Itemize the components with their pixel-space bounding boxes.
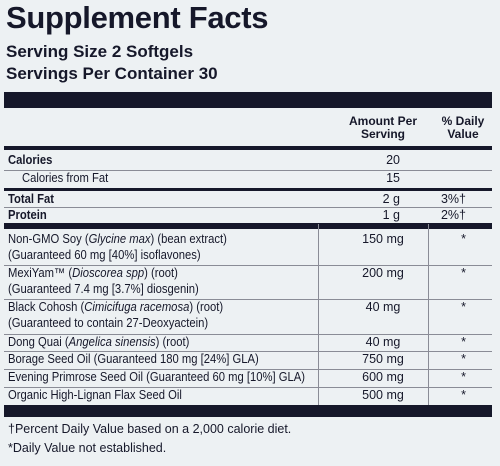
ingredient-name: Non-GMO Soy (Glycine max) (bean extract) <box>8 231 227 248</box>
daily-value: 3%† <box>440 192 466 206</box>
bottom-rule <box>4 405 492 417</box>
name-text: Borage Seed Oil (Guaranteed 180 mg [24%]… <box>8 352 259 366</box>
header-rule <box>4 146 492 150</box>
ingredient-name: Organic High-Lignan Flax Seed Oil <box>8 387 182 404</box>
row-rule <box>4 351 492 352</box>
amount-header: Amount Per Serving <box>348 114 417 141</box>
footnote: †Percent Daily Value based on a 2,000 ca… <box>8 422 292 436</box>
serving-size: Serving Size 2 Softgels <box>6 42 194 61</box>
ingredient-name: Black Cohosh (Cimicifuga racemosa) (root… <box>8 299 223 316</box>
daily-value: * <box>461 300 466 314</box>
amount: 500 mg <box>362 388 404 402</box>
title: Supplement Facts <box>6 0 269 35</box>
name-text: Black Cohosh ( <box>8 300 85 314</box>
amount: 150 mg <box>362 232 404 246</box>
ingredient-name: (Guaranteed 60 mg [40%] isoflavones) <box>8 247 201 264</box>
name-text: ) (root) <box>144 266 178 280</box>
ingredient-name: Calories from Fat <box>22 170 108 187</box>
ingredient-name: Protein <box>8 207 47 224</box>
daily-value: * <box>461 370 466 384</box>
name-text: Organic High-Lignan Flax Seed Oil <box>8 388 182 402</box>
row-rule <box>4 265 492 266</box>
name-text: Total Fat <box>8 192 55 206</box>
ingredient-name: Dong Quai (Angelica sinensis) (root) <box>8 334 189 351</box>
amount: 200 mg <box>362 266 404 280</box>
amount: 20 <box>386 153 400 167</box>
daily-value-header: % Daily Value <box>441 114 485 141</box>
name-text: MexiYam™ ( <box>8 266 73 280</box>
daily-value: 2%† <box>440 208 466 222</box>
name-text: Protein <box>8 208 47 222</box>
latin-name: Angelica sinensis <box>68 335 156 349</box>
row-rule <box>4 369 492 370</box>
latin-name: Dioscorea spp <box>72 266 145 280</box>
name-text: Evening Primrose Seed Oil (Guaranteed 60… <box>8 370 306 384</box>
name-text: ) (root) <box>155 335 190 349</box>
ingredient-name: Total Fat <box>8 191 54 208</box>
name-text: (Guaranteed 7.4 mg [3.7%] diosgenin) <box>8 282 199 296</box>
name-text: ) (bean extract) <box>150 232 227 246</box>
name-text: ) (root) <box>189 300 224 314</box>
name-text: (Guaranteed 60 mg [40%] isoflavones) <box>8 248 201 262</box>
footnote: *Daily Value not established. <box>8 441 167 455</box>
daily-value: * <box>461 352 466 366</box>
column-rule <box>428 224 429 405</box>
daily-value: * <box>461 388 466 402</box>
ingredient-name: (Guaranteed 7.4 mg [3.7%] diosgenin) <box>8 281 199 298</box>
row-rule <box>4 207 492 208</box>
daily-value: * <box>461 335 466 349</box>
row-rule <box>4 387 492 388</box>
row-rule <box>4 334 492 335</box>
row-rule <box>4 188 492 191</box>
ingredient-name: (Guaranteed to contain 27-Deoxyactein) <box>8 315 208 332</box>
row-rule <box>4 223 492 229</box>
name-text: Dong Quai ( <box>8 335 69 349</box>
name-text: Non-GMO Soy ( <box>8 232 89 246</box>
daily-value: * <box>461 232 466 246</box>
column-rule <box>318 224 319 405</box>
ingredient-name: Calories <box>8 152 52 169</box>
row-rule <box>4 170 492 171</box>
name-text: (Guaranteed to contain 27-Deoxyactein) <box>8 316 209 330</box>
amount: 600 mg <box>362 370 404 384</box>
name-text: Calories from Fat <box>22 171 109 185</box>
amount: 1 g <box>382 208 400 222</box>
amount: 15 <box>386 171 400 185</box>
thick-rule <box>4 92 492 108</box>
name-text: Calories <box>8 153 53 167</box>
servings-per-container: Servings Per Container 30 <box>6 64 218 83</box>
amount: 40 mg <box>365 300 401 314</box>
latin-name: Cimicifuga racemosa <box>84 300 190 314</box>
row-rule <box>4 299 492 300</box>
ingredient-name: Borage Seed Oil (Guaranteed 180 mg [24%]… <box>8 351 259 368</box>
amount: 2 g <box>382 192 400 206</box>
latin-name: Glycine max <box>88 232 151 246</box>
amount: 40 mg <box>365 335 401 349</box>
daily-value: * <box>461 266 466 280</box>
ingredient-name: MexiYam™ (Dioscorea spp) (root) <box>8 265 178 282</box>
ingredient-name: Evening Primrose Seed Oil (Guaranteed 60… <box>8 369 305 386</box>
amount: 750 mg <box>362 352 404 366</box>
